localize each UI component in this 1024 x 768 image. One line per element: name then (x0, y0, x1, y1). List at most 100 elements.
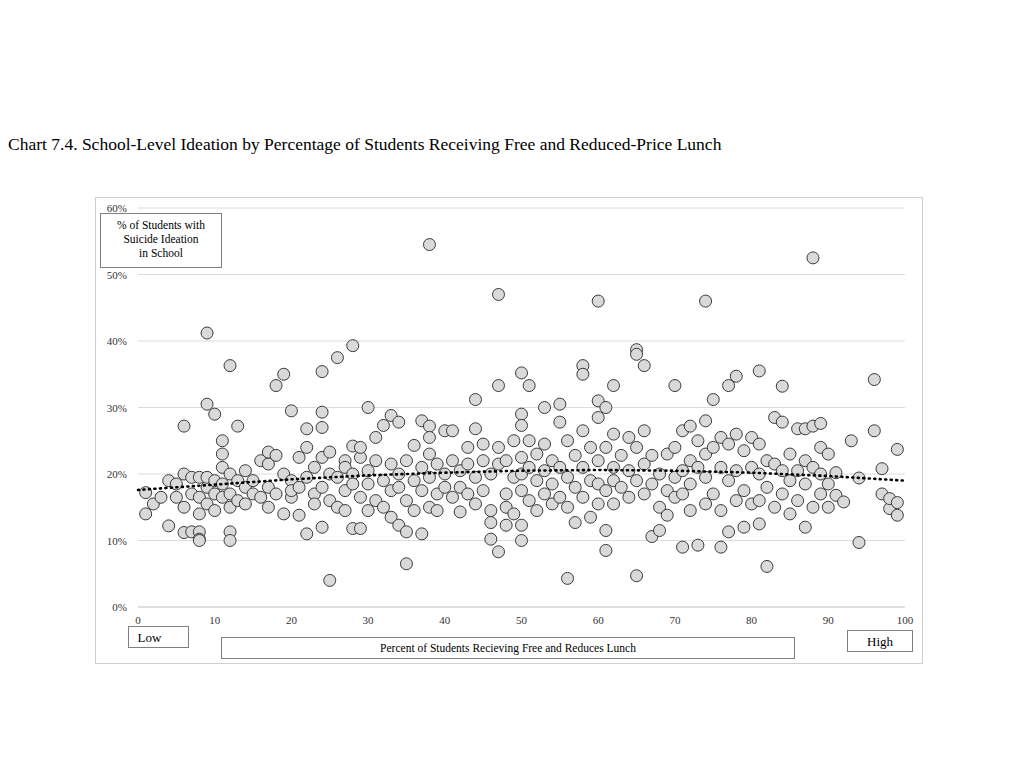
scatter-point (485, 468, 497, 480)
scatter-point (707, 394, 719, 406)
scatter-point (815, 468, 827, 480)
scatter-point (400, 558, 412, 570)
scatter-point (845, 435, 857, 447)
scatter-point (477, 438, 489, 450)
y-axis-label: % of Students with (117, 219, 205, 231)
scatter-point (293, 451, 305, 463)
scatter-point (293, 481, 305, 493)
scatter-point (868, 374, 880, 386)
scatter-point (385, 458, 397, 470)
scatter-point (815, 488, 827, 500)
scatter-point (585, 511, 597, 523)
scatter-point (799, 521, 811, 533)
y-tick-label: 10% (107, 535, 127, 547)
scatter-point (554, 491, 566, 503)
scatter-point (316, 406, 328, 418)
grid-line (138, 607, 905, 608)
scatter-point (492, 380, 504, 392)
scatter-point (891, 497, 903, 509)
scatter-point (577, 368, 589, 380)
x-tick-label: 60 (593, 614, 605, 626)
scatter-point (608, 498, 620, 510)
grid-line (138, 274, 905, 275)
scatter-point (446, 425, 458, 437)
scatter-point (377, 475, 389, 487)
x-label-box (222, 638, 795, 659)
scatter-point (539, 438, 551, 450)
annotation-box (848, 631, 913, 652)
scatter-point (516, 419, 528, 431)
scatter-point (684, 505, 696, 517)
scatter-point (730, 428, 742, 440)
x-tick-label: 80 (746, 614, 758, 626)
scatter-point (370, 431, 382, 443)
scatter-point (554, 398, 566, 410)
scatter-point (201, 398, 213, 410)
y-tick-label: 40% (107, 335, 127, 347)
scatter-point (324, 574, 336, 586)
scatter-point (546, 478, 558, 490)
chart: Chart 7.4. School-Level Ideation by Perc… (0, 0, 1024, 768)
scatter-point (585, 441, 597, 453)
x-tick-label: 100 (897, 614, 914, 626)
scatter-point (700, 471, 712, 483)
scatter-point (331, 352, 343, 364)
scatter-point (423, 431, 435, 443)
scatter-point (469, 394, 481, 406)
scatter-point (416, 485, 428, 497)
scatter-point (631, 441, 643, 453)
scatter-point (262, 501, 274, 513)
scatter-point (393, 416, 405, 428)
scatter-point (822, 478, 834, 490)
scatter-point (431, 505, 443, 517)
scatter-point (393, 481, 405, 493)
scatter-point (247, 475, 259, 487)
scatter-point (730, 370, 742, 382)
scatter-point (615, 481, 627, 493)
scatter-point (454, 506, 466, 518)
scatter-point (646, 478, 658, 490)
scatter-point (669, 380, 681, 392)
scatter-point (753, 438, 765, 450)
scatter-point (255, 491, 267, 503)
scatter-point (362, 478, 374, 490)
scatter-point (216, 435, 228, 447)
scatter-point (776, 380, 788, 392)
scatter-point (723, 438, 735, 450)
scatter-point (170, 491, 182, 503)
scatter-point (577, 461, 589, 473)
scatter-point (700, 498, 712, 510)
scatter-point (408, 439, 420, 451)
scatter-point (301, 441, 313, 453)
scatter-point (562, 471, 574, 483)
scatter-point (362, 402, 374, 414)
scatter-point (592, 295, 604, 307)
scatter-point (423, 448, 435, 460)
scatter-point (738, 445, 750, 457)
scatter-point (784, 508, 796, 520)
annotation: High (867, 634, 894, 649)
scatter-point (377, 501, 389, 513)
scatter-point (516, 451, 528, 463)
y-axis-label: in School (139, 247, 183, 259)
scatter-point (677, 541, 689, 553)
x-tick-label: 50 (516, 614, 528, 626)
scatter-point (615, 449, 627, 461)
scatter-point (822, 448, 834, 460)
scatter-point (193, 508, 205, 520)
scatter-point (516, 535, 528, 547)
scatter-point (592, 498, 604, 510)
scatter-point (316, 521, 328, 533)
scatter-point (408, 475, 420, 487)
scatter-point (838, 496, 850, 508)
scatter-point (815, 417, 827, 429)
scatter-point (600, 441, 612, 453)
scatter-point (539, 488, 551, 500)
scatter-point (700, 295, 712, 307)
scatter-point (354, 441, 366, 453)
grid-line (138, 208, 905, 209)
scatter-point (631, 475, 643, 487)
scatter-point (654, 525, 666, 537)
scatter-point (638, 425, 650, 437)
x-tick-label: 0 (135, 614, 141, 626)
